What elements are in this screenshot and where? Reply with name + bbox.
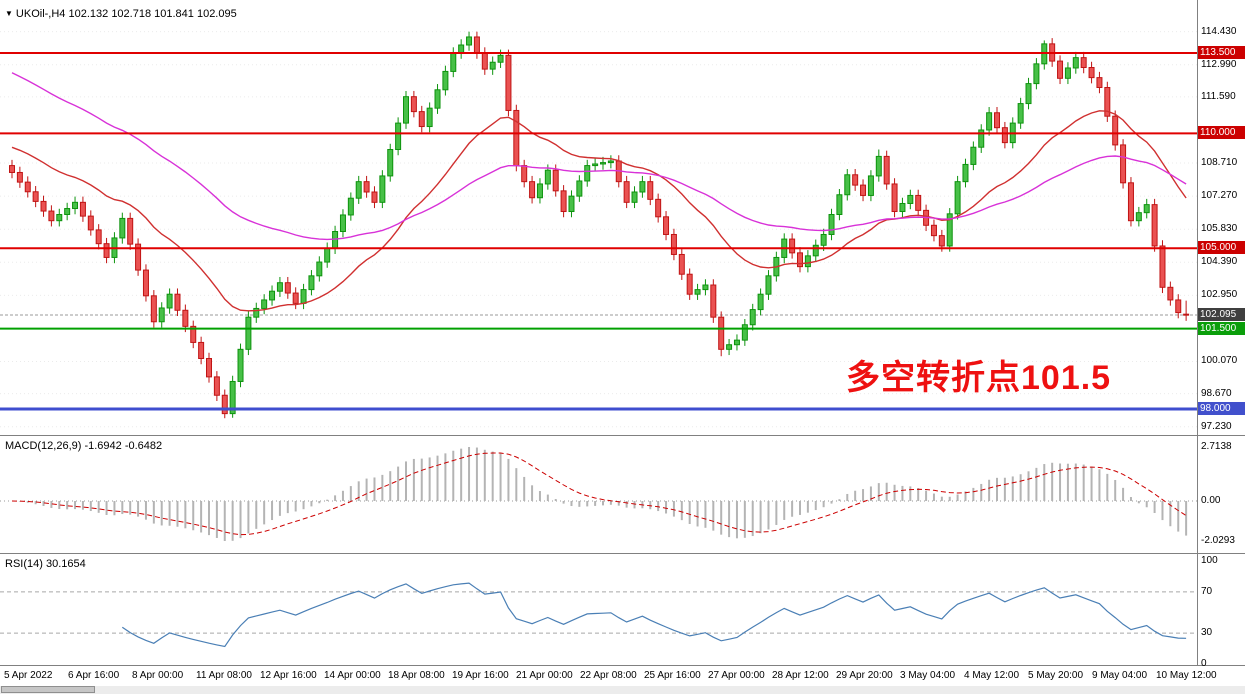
chart-symbol-timeframe: UKOil-,H4 — [15, 8, 66, 20]
time-axis-label: 10 May 12:00 — [1156, 670, 1217, 681]
rsi-line — [121, 582, 1187, 648]
time-axis-label: 25 Apr 16:00 — [644, 670, 701, 681]
ma-fast-line — [11, 110, 1187, 312]
price-axis[interactable]: 114.430 112.990 111.590 108.710 107.270 105.8… — [1198, 0, 1245, 669]
annotation-text: 多空转折点101.5 — [846, 359, 1112, 397]
axis-label: 0 — [1201, 658, 1207, 669]
time-axis-label: 29 Apr 20:00 — [836, 670, 893, 681]
axis-label: 104.390 — [1201, 256, 1238, 268]
price-axis-chip: 110.000 — [1198, 126, 1245, 140]
axis-label: 107.270 — [1201, 190, 1238, 202]
axis-label: 0.00 — [1201, 495, 1221, 506]
price-axis-chip: 113.500 — [1198, 46, 1245, 60]
axis-label: 100 — [1201, 555, 1218, 566]
time-axis-label: 21 Apr 00:00 — [516, 670, 573, 681]
time-axis-label: 27 Apr 00:00 — [708, 670, 765, 681]
axis-label: 98.670 — [1201, 387, 1232, 399]
panel-separator[interactable] — [0, 435, 1245, 436]
axis-label: 102.950 — [1201, 289, 1238, 301]
panel-separator[interactable] — [0, 553, 1245, 554]
rsi-indicator-panel[interactable] — [0, 554, 1197, 665]
time-axis-label: 28 Apr 12:00 — [772, 670, 829, 681]
axis-label: 114.430 — [1201, 25, 1237, 37]
price-axis-chip: 105.000 — [1198, 241, 1245, 255]
ma-slow-line — [11, 72, 1187, 241]
macd-histogram — [18, 447, 1188, 541]
support-resistance-lines[interactable] — [0, 52, 1197, 411]
time-axis-label: 14 Apr 00:00 — [324, 670, 381, 681]
time-axis-label: 5 May 20:00 — [1028, 670, 1084, 681]
time-axis-label: 6 Apr 16:00 — [68, 670, 120, 681]
time-axis-label: 19 Apr 16:00 — [452, 670, 509, 681]
axis-label: 111.590 — [1201, 90, 1236, 102]
time-axis-label: 5 Apr 2022 — [4, 670, 53, 681]
price-axis-border — [1197, 0, 1198, 665]
time-axis-label: 3 May 04:00 — [900, 670, 956, 681]
chart-ohlc-values: 102.132 102.718 101.841 102.095 — [68, 8, 237, 20]
chart-header: ▼ UKOil-,H4 102.132 102.718 101.841 102.0… — [5, 8, 237, 20]
macd-signal-line — [11, 452, 1187, 536]
time-axis-label: 18 Apr 08:00 — [388, 670, 445, 681]
axis-label: 105.830 — [1201, 223, 1238, 235]
price-axis-chip: 101.500 — [1198, 321, 1245, 335]
candlesticks — [9, 31, 1190, 419]
macd-label: MACD(12,26,9) -1.6942 -0.6482 — [5, 440, 163, 452]
axis-label: 97.230 — [1201, 420, 1232, 432]
time-axis[interactable]: 5 Apr 2022 6 Apr 16:00 8 Apr 00:00 11 Apr 0… — [0, 666, 1245, 685]
axis-label: 108.710 — [1201, 157, 1238, 169]
panel-separator — [0, 665, 1245, 666]
axis-label: -2.0293 — [1201, 535, 1235, 546]
axis-label: 70 — [1201, 585, 1213, 597]
chevron-down-icon[interactable]: ▼ — [5, 9, 13, 18]
price-axis-chip: 102.095 — [1198, 307, 1245, 321]
time-axis-label: 4 May 12:00 — [964, 670, 1020, 681]
time-axis-label: 8 Apr 00:00 — [132, 670, 184, 681]
time-axis-label: 22 Apr 08:00 — [580, 670, 637, 681]
axis-label: 30 — [1201, 627, 1213, 639]
time-axis-label: 12 Apr 16:00 — [260, 670, 317, 681]
main-price-chart[interactable] — [0, 0, 1197, 436]
macd-indicator-panel[interactable] — [0, 436, 1197, 553]
axis-label: 112.990 — [1201, 58, 1237, 70]
rsi-label: RSI(14) 30.1654 — [5, 558, 86, 570]
axis-label: 2.7138 — [1201, 441, 1232, 452]
scrollbar-thumb[interactable] — [1, 686, 95, 693]
time-axis-label: 9 May 04:00 — [1092, 670, 1148, 681]
axis-label: 100.070 — [1201, 355, 1238, 367]
price-axis-chip: 98.000 — [1198, 402, 1245, 416]
horizontal-scrollbar[interactable] — [0, 686, 1245, 694]
time-axis-label: 11 Apr 08:00 — [196, 670, 252, 681]
